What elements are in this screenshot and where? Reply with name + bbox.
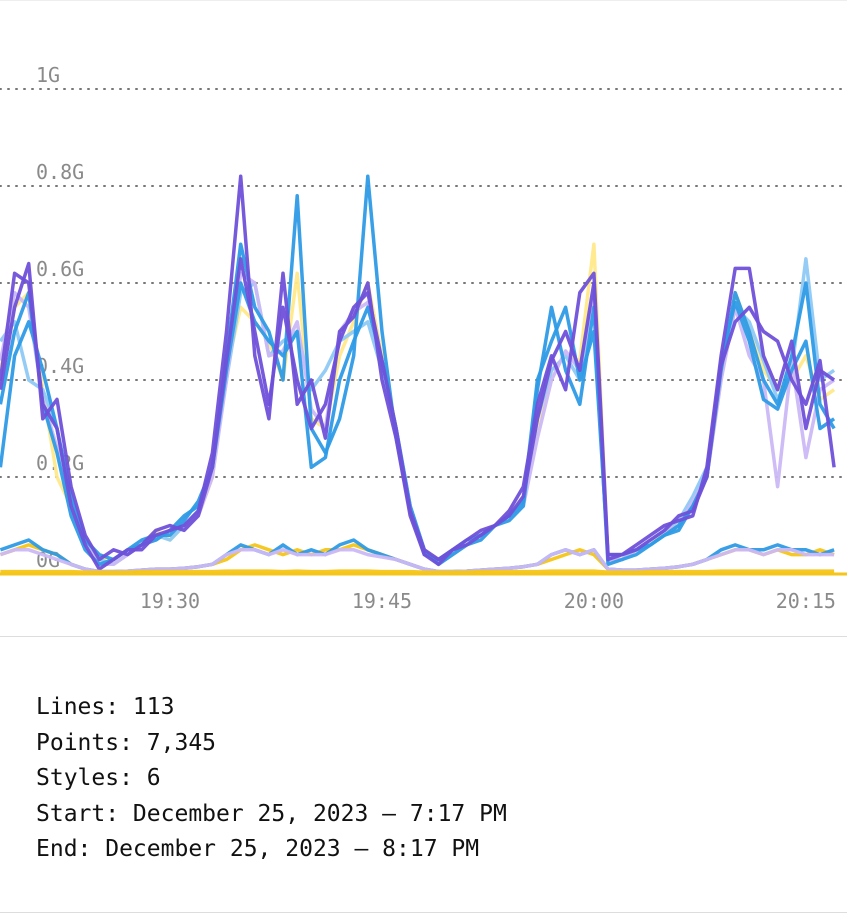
y-tick-label: 1G [36, 63, 60, 87]
series-line [0, 257, 836, 567]
series-line [0, 257, 836, 562]
series-line [0, 174, 836, 571]
chart-svg: 0G0.2G0.4G0.6G0.8G1G19:1519:3019:4520:00… [0, 63, 847, 613]
line-chart: 0G0.2G0.4G0.6G0.8G1G19:1519:3019:4520:00… [0, 0, 847, 637]
stat-end: End: December 25, 2023 – 8:17 PM [36, 836, 480, 862]
series-line [0, 242, 836, 562]
divider [0, 912, 847, 913]
x-tick-label: 20:15 [776, 589, 836, 613]
x-tick-label: 20:00 [564, 589, 624, 613]
stat-points: Points: 7,345 [36, 729, 217, 756]
x-tick-label: 19:45 [352, 589, 412, 613]
stat-start: Start: December 25, 2023 – 7:17 PM [36, 800, 507, 827]
y-tick-label: 0.8G [36, 160, 84, 184]
series-line [0, 174, 836, 567]
series-line [0, 569, 835, 574]
y-tick-label: 0.6G [36, 257, 84, 281]
stat-styles: Styles: 6 [36, 765, 161, 791]
series-line [0, 281, 836, 567]
x-tick-label: 19:30 [140, 589, 200, 613]
stats-panel: Lines: 113 Points: 7,345 Styles: 6 Start… [36, 690, 507, 868]
series-line [0, 271, 836, 567]
stat-lines: Lines: 113 [36, 694, 175, 720]
